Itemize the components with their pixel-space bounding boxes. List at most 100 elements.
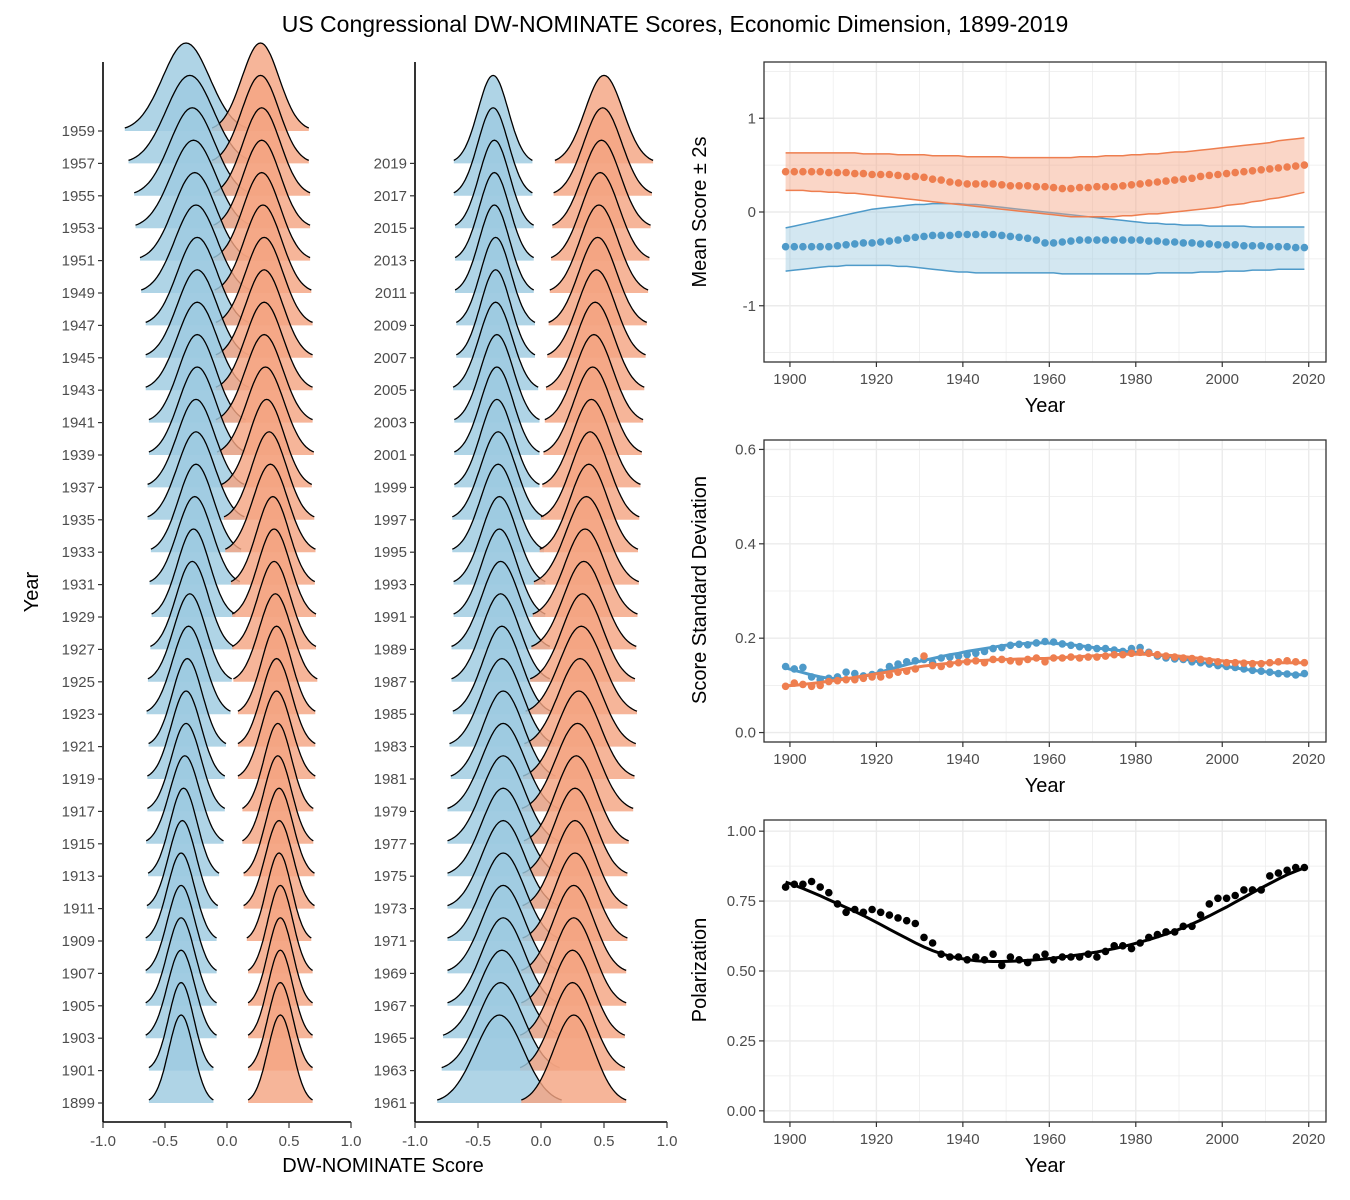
y-tick-label: 0 [748, 204, 756, 221]
democrat-point [972, 649, 980, 658]
democrat-point [963, 230, 971, 239]
x-tick-label: 1980 [1119, 1131, 1152, 1148]
republican-ridge-outline-1993 [533, 495, 640, 583]
democrat-point [902, 234, 911, 243]
republican-point [902, 667, 911, 675]
republican-ridge-outline-1943 [215, 301, 313, 388]
democrat-ridge-outline-1999 [454, 398, 540, 485]
republican-ridge-outline-1917 [242, 722, 314, 809]
democrat-point [842, 668, 850, 676]
ridgeline-y-tick-label: 1995 [374, 544, 407, 561]
x-tick-label: 1940 [946, 371, 979, 388]
republican-point [1041, 182, 1049, 191]
polarization-y-axis-label: Polarization [689, 918, 711, 1023]
polarization-point [781, 883, 790, 891]
democrat-ridge-outline-1907 [145, 884, 217, 971]
republican-point [1058, 654, 1067, 662]
ridgeline-y-tick-label: 1917 [62, 803, 95, 820]
democrat-point [1084, 236, 1092, 244]
democrat-point [1300, 669, 1309, 678]
x-tick-label: 1960 [1033, 751, 1066, 768]
democrat-ridge-outline-1909 [145, 852, 217, 939]
republican-point [1205, 657, 1214, 665]
democrat-point [1291, 671, 1300, 679]
republican-point [1032, 182, 1041, 191]
republican-point [954, 179, 963, 187]
republican-ridge-outline-1905 [247, 917, 313, 1004]
republican-ridge-outline-1899 [247, 1014, 313, 1101]
republican-ridge-outline-1977 [523, 755, 629, 842]
ridgeline-y-tick-label: 1919 [62, 771, 95, 788]
republican-ridge-outline-1931 [230, 495, 316, 583]
polarization-point [1058, 953, 1067, 961]
polarization-point [1023, 958, 1032, 967]
republican-ridge-outline-1957 [211, 74, 310, 161]
y-tick-label: 0.50 [727, 963, 756, 980]
polarization-point [799, 880, 807, 889]
polarization-point [1015, 956, 1023, 964]
republican-point [1248, 167, 1257, 175]
polarization-point [833, 900, 842, 908]
republican-point [825, 168, 833, 177]
democrat-ridge-outline-1915 [145, 755, 224, 842]
score-sd-chart: 1900 1920 1940 1960 1980 2000 2020 0.0 0.2 0.4 0.6 [735, 439, 1327, 768]
democrat-ridge-outline-1913 [147, 787, 220, 874]
democrat-point [1231, 241, 1239, 249]
polarization-point [963, 956, 971, 964]
republican-ridge-outline-1947 [215, 236, 313, 323]
democrat-ridge-outline-2005 [452, 301, 539, 388]
democrat-point [1205, 240, 1214, 248]
ridgeline-y-tick-label: 1941 [62, 415, 95, 432]
republican-point [868, 170, 876, 179]
ridgeline-y-tick-label: 1979 [374, 803, 407, 820]
democrat-point [998, 231, 1006, 240]
republican-point [1136, 648, 1144, 657]
x-tick-label: 1920 [860, 1131, 893, 1148]
ridgeline-y-tick-label: 1923 [62, 706, 95, 723]
democrat-ridge-outline-1935 [147, 431, 245, 518]
polarization-point [1231, 891, 1239, 900]
democrat-point [920, 232, 928, 241]
democrat-point [1015, 233, 1023, 242]
polarization-x-axis-label: Year [1025, 1155, 1066, 1177]
ridgeline-y-tick-label: 1967 [374, 998, 407, 1015]
ridgeline-y-tick-label: 1909 [62, 933, 95, 950]
republican-band-upper [785, 137, 1305, 159]
y-tick-label: 0.00 [727, 1103, 756, 1120]
democrat-point [807, 242, 816, 251]
democrat-ridge-1961 [437, 1015, 562, 1103]
republican-point [1188, 654, 1196, 663]
republican-ridge-outline-1925 [233, 593, 318, 680]
democrat-point [868, 239, 876, 247]
republican-ridge-outline-1909 [246, 852, 312, 939]
polarization-point [1075, 953, 1084, 961]
republican-point [1240, 659, 1248, 667]
republican-ridge-outline-1983 [524, 657, 637, 745]
republican-point [1170, 653, 1179, 661]
republican-point [972, 180, 980, 188]
polarization-trend-line [785, 866, 1305, 963]
democrat-ridge-outline-1981 [450, 690, 556, 777]
polarization-point [911, 919, 920, 928]
x-tick-label: 1940 [946, 751, 979, 768]
mean-score-chart: 1900 1920 1940 1960 1980 2000 2020 -1 0 1 [743, 61, 1327, 388]
ridgeline-x-axis-label: DW-NOMINATE Score [282, 1155, 484, 1177]
democrat-ridge-outline-1911 [146, 819, 219, 907]
republican-point [1266, 165, 1274, 173]
democrat-ridge-outline-1931 [149, 495, 241, 583]
x-tick-label: 1900 [773, 1131, 806, 1148]
polarization-point [954, 953, 963, 961]
ridgeline-y-tick-label: 1999 [374, 479, 407, 496]
democrat-ridge-outline-1933 [150, 463, 242, 550]
y-tick-label: 0.0 [735, 725, 756, 742]
republican-ridge-outline-1955 [213, 107, 311, 194]
republican-ridge-outline-1961 [521, 1014, 627, 1101]
ridgeline-y-tick-label: 1935 [62, 512, 95, 529]
democrat-point [1041, 239, 1049, 247]
republican-point [868, 673, 876, 681]
republican-point [989, 180, 997, 188]
ridgeline-chart-1961-2019: -1.0 -0.5 0.0 0.5 1.0 1961 1963 1965 1967 1969 197… [374, 62, 677, 1150]
republican-ridge-outline-1949 [214, 204, 312, 291]
republican-point [1231, 658, 1239, 667]
republican-point [1101, 652, 1110, 660]
